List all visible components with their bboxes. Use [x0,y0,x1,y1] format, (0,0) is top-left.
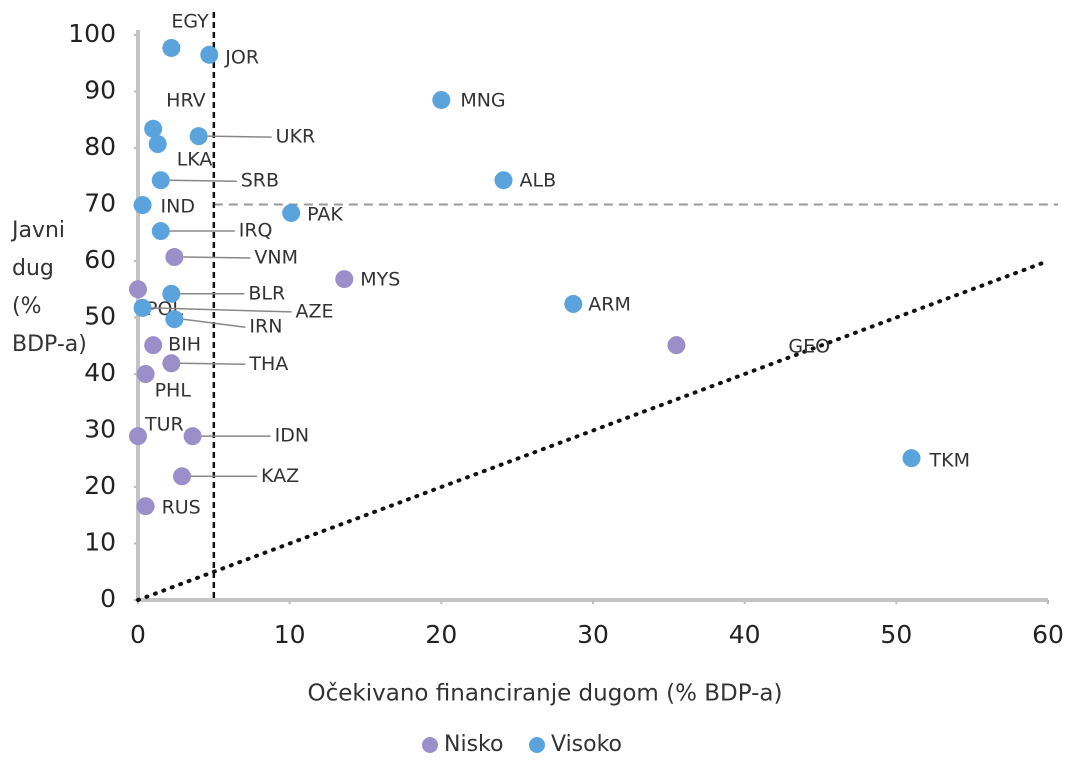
data-point [162,354,181,373]
y-axis-label: (% [12,294,42,319]
data-point [189,127,208,146]
x-tick-label: 30 [577,620,609,649]
point-label: IRQ [239,220,273,242]
point-label: IRN [249,316,282,338]
point-label: GEO [788,336,830,358]
data-point [200,45,219,64]
leader-line [207,135,272,138]
point-label: THA [248,353,288,375]
data-point [494,171,513,190]
legend-marker [529,737,545,753]
point-label: BLR [248,282,285,304]
y-tick-label: 10 [84,528,116,557]
data-point [136,497,155,516]
leader-line [169,179,237,182]
point-label: UKR [276,126,316,148]
data-point [432,90,451,109]
y-tick-label: 0 [100,584,116,613]
point-label: SRB [241,170,279,192]
leader-line [180,362,246,366]
y-tick-label: 50 [84,302,116,331]
x-axis-label: Očekivano financiranje dugom (% BDP-a) [308,681,783,707]
data-point [165,248,184,267]
leader-line [183,256,251,259]
point-label: IDN [275,425,309,447]
y-tick-label: 60 [84,245,116,274]
y-tick-label: 40 [84,358,116,387]
data-point [282,203,301,222]
point-label: JOR [224,46,259,68]
legend-label: Visoko [551,732,622,757]
point-label: IND [161,196,195,218]
data-point [129,280,147,299]
data-point [162,38,181,57]
y-tick-label: 30 [84,415,116,444]
data-point [133,196,152,215]
y-axis-label: Javni [10,218,65,243]
legend-marker [422,737,438,753]
legend-label: Nisko [444,732,503,757]
y-axis-label: dug [12,256,54,281]
y-axis-label: BDP-a) [12,332,87,357]
point-label: BIH [168,334,201,356]
data-point [129,427,147,446]
y-tick-label: 70 [84,189,116,218]
data-point [151,171,170,190]
data-point [136,365,155,383]
data-point [144,119,163,138]
y-tick-label: 80 [84,132,116,161]
x-tick-label: 50 [880,620,912,649]
data-point [144,336,163,355]
data-point [151,222,170,241]
data-point [183,427,202,446]
leader-line [151,307,292,313]
point-label: EGY [171,10,209,32]
leader-line [183,318,246,328]
identity-line [136,259,1050,602]
data-point [148,135,167,154]
point-label: MYS [360,269,400,291]
data-point [902,449,921,468]
point-label: ARM [588,293,631,315]
x-tick-label: 40 [729,620,761,649]
point-label: TUR [144,414,184,436]
point-label: MNG [460,89,505,111]
point-label: KAZ [261,465,299,487]
data-point [133,298,152,317]
point-label: TKM [929,450,970,472]
data-point [165,310,184,329]
point-label: PHL [155,380,192,402]
point-label: ALB [520,170,557,192]
point-label: AZE [296,300,334,322]
x-tick-label: 10 [274,620,306,649]
data-point [667,336,686,355]
point-label: LKA [177,149,213,171]
x-tick-label: 0 [130,620,146,649]
data-point [564,294,583,313]
data-point [335,270,354,289]
data-point [162,284,181,303]
point-label: HRV [166,89,205,111]
point-label: RUS [162,497,201,519]
x-tick-label: 60 [1032,620,1064,649]
point-label: PAK [307,203,343,225]
point-label: VNM [254,247,298,269]
x-tick-label: 20 [425,620,457,649]
data-point [172,467,191,486]
y-tick-label: 100 [68,19,116,48]
y-tick-label: 90 [84,76,116,105]
y-tick-label: 20 [84,471,116,500]
